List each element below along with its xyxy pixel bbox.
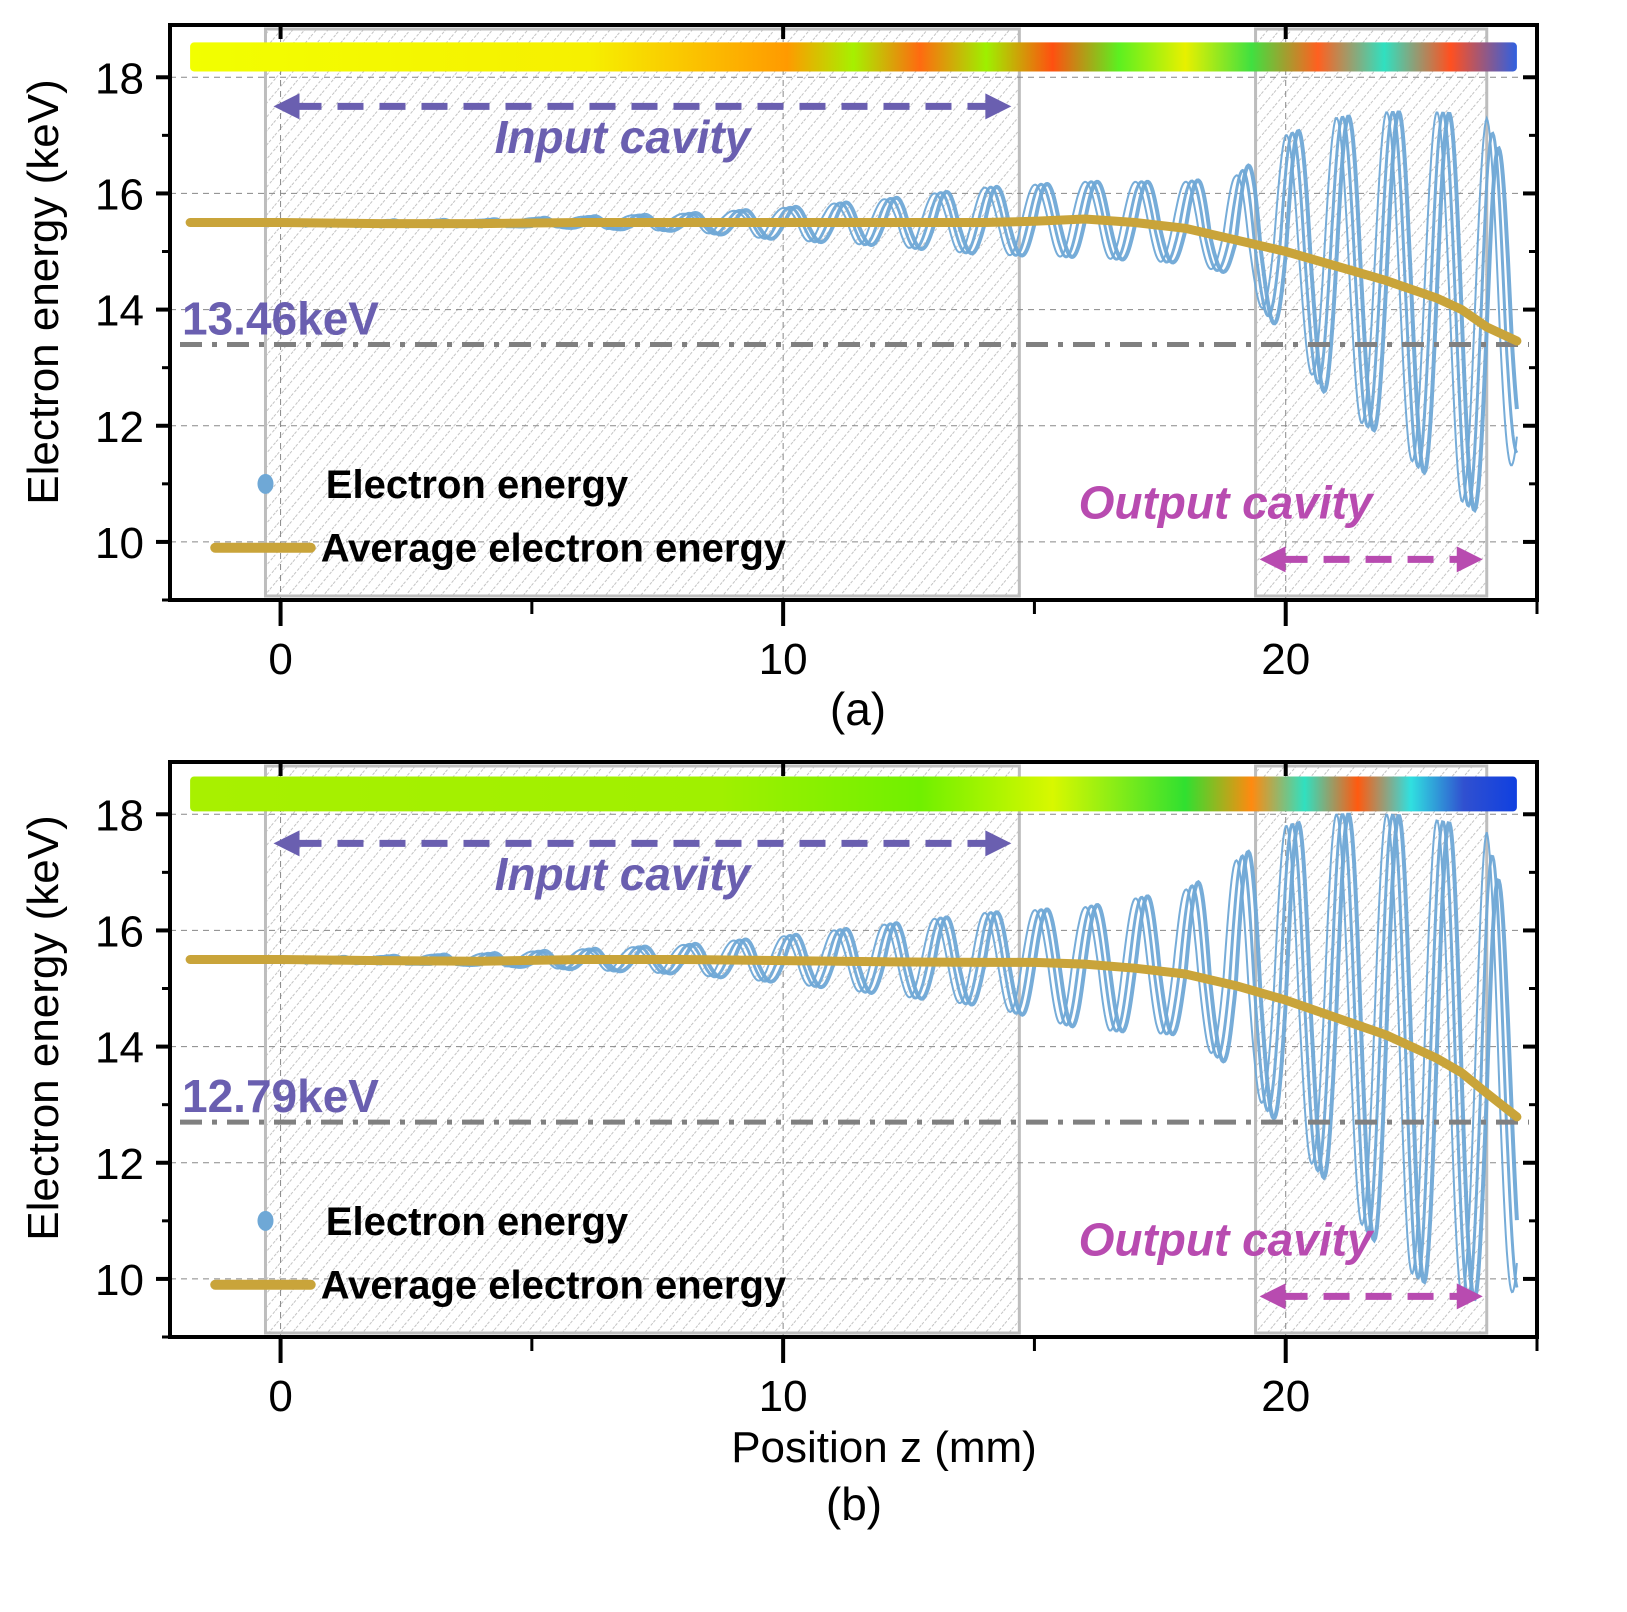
y-axis-title-a: Electron energy (keV) bbox=[19, 79, 68, 505]
output-cavity-arrow-head-left bbox=[1259, 546, 1286, 573]
output-cavity-arrow-head-right bbox=[1456, 1283, 1483, 1310]
y-tick-label: 16 bbox=[95, 907, 144, 956]
input-cavity-arrow-head-right bbox=[985, 93, 1012, 120]
threshold-label: 13.46keV bbox=[182, 292, 379, 344]
input-cavity-label: Input cavity bbox=[495, 848, 753, 900]
output-cavity-arrow-head-right bbox=[1456, 546, 1483, 573]
electron-beam-strip bbox=[190, 42, 1517, 72]
x-tick-label: 0 bbox=[268, 1372, 292, 1421]
plot-frame bbox=[168, 23, 1539, 602]
x-tick-label: 20 bbox=[1261, 1372, 1310, 1421]
y-tick-label: 18 bbox=[95, 54, 144, 103]
average-energy-line bbox=[185, 214, 1522, 346]
panel-a: 10 12 14 16 18 0 10 20 Input cavity Output cavity… bbox=[95, 23, 1539, 684]
panel-b: 10 12 14 16 18 0 10 20 Input cavity Output cavity… bbox=[95, 760, 1539, 1421]
y-tick-label: 14 bbox=[95, 1024, 144, 1073]
x-tick-label: 10 bbox=[759, 635, 808, 684]
y-tick-label: 10 bbox=[95, 519, 144, 568]
legend-electron-marker bbox=[257, 473, 274, 494]
legend-average-label: Average electron energy bbox=[321, 527, 787, 571]
x-tick-label: 20 bbox=[1261, 635, 1310, 684]
y-tick-label: 12 bbox=[95, 403, 144, 452]
y-tick-label: 10 bbox=[95, 1256, 144, 1305]
legend-electron-label: Electron energy bbox=[326, 1200, 629, 1244]
input-cavity-arrow-head-right bbox=[985, 830, 1012, 857]
threshold-label: 12.79keV bbox=[182, 1070, 379, 1122]
x-tick-label: 0 bbox=[268, 635, 292, 684]
panel-label-a: (a) bbox=[830, 683, 886, 735]
output-cavity-label: Output cavity bbox=[1079, 1214, 1375, 1266]
legend-electron-marker bbox=[257, 1210, 274, 1231]
legend-electron-label: Electron energy bbox=[326, 463, 629, 507]
y-tick-label: 14 bbox=[95, 287, 144, 336]
output-cavity-arrow-head-left bbox=[1259, 1283, 1286, 1310]
legend-average-label: Average electron energy bbox=[321, 1264, 787, 1308]
plot-frame bbox=[168, 760, 1539, 1339]
y-tick-label: 12 bbox=[95, 1140, 144, 1189]
input-cavity-region bbox=[263, 27, 1021, 598]
y-axis-title-b: Electron energy (keV) bbox=[19, 815, 68, 1241]
panel-label-b: (b) bbox=[826, 1478, 882, 1530]
x-axis-title: Position z (mm) bbox=[731, 1423, 1037, 1472]
x-tick-label: 10 bbox=[759, 1372, 808, 1421]
input-cavity-arrow-head-left bbox=[273, 830, 300, 857]
input-cavity-arrow-head-left bbox=[273, 93, 300, 120]
electron-energy-trace bbox=[280, 813, 1518, 1298]
input-cavity-region bbox=[263, 764, 1021, 1335]
electron-beam-strip bbox=[190, 776, 1517, 812]
output-cavity-label: Output cavity bbox=[1079, 477, 1375, 529]
y-tick-label: 18 bbox=[95, 791, 144, 840]
y-tick-label: 16 bbox=[95, 170, 144, 219]
input-cavity-label: Input cavity bbox=[495, 111, 753, 163]
average-energy-line bbox=[185, 955, 1522, 1122]
